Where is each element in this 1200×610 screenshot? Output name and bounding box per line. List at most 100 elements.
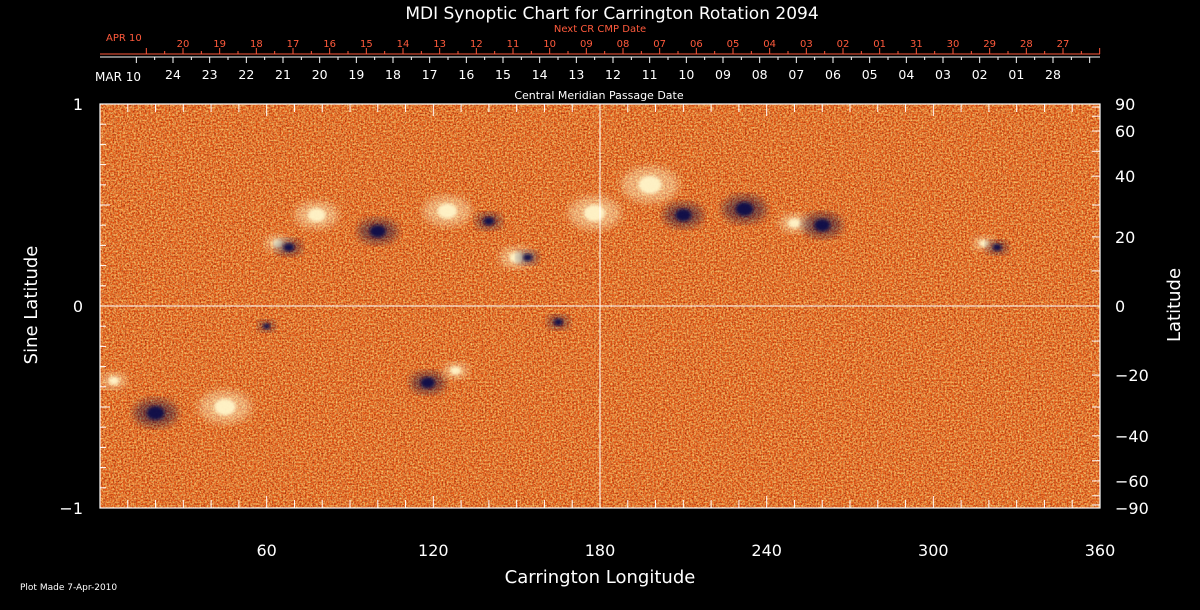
x-axis: 60 120 180 240 300 360 [127, 104, 1116, 560]
date-label: 16 [323, 39, 336, 50]
region-core [283, 243, 295, 252]
y-axis-right: 90 60 40 20 0 −20 −40 −60 −90 [1092, 95, 1149, 518]
region-negative [516, 250, 539, 265]
region-positive [568, 196, 621, 230]
date-label: 22 [238, 67, 254, 82]
region-core [638, 175, 662, 194]
region-core [992, 243, 1002, 251]
region-core [675, 208, 692, 222]
y-axis-left: 1 0 −1 [59, 95, 110, 518]
region-negative [275, 239, 303, 256]
lat-tick-label: 40 [1115, 167, 1135, 186]
date-label: 08 [617, 39, 630, 50]
region-negative [475, 212, 503, 230]
x-axis-label: Carrington Longitude [505, 567, 696, 588]
date-label: 20 [177, 39, 190, 50]
region-core [214, 398, 236, 416]
date-label: 05 [862, 67, 878, 82]
region-core [450, 366, 461, 375]
cmp-axis: 24 23 22 21 20 19 18 17 16 15 14 13 12 11 10 09 08 07 06 05… [100, 56, 1100, 82]
lat-tick-label: 60 [1115, 122, 1135, 141]
region-core [263, 323, 271, 330]
region-positive [198, 390, 252, 424]
region-core [788, 218, 801, 229]
region-positive [779, 213, 810, 233]
date-label: 24 [165, 67, 181, 82]
chart-title: MDI Synoptic Chart for Carrington Rotati… [405, 4, 818, 24]
region-core [483, 216, 495, 226]
date-label: 28 [1045, 67, 1061, 82]
x-tick-label: 120 [418, 541, 449, 560]
date-label: 03 [800, 39, 813, 50]
date-label: 09 [715, 67, 731, 82]
lat-tick-label: 0 [1115, 297, 1125, 316]
date-label: 31 [910, 39, 923, 50]
x-tick-label: 180 [585, 541, 616, 560]
date-label: 02 [837, 39, 850, 50]
date-label: 17 [287, 39, 300, 50]
lat-tick-label: 20 [1115, 228, 1135, 247]
region-core [978, 239, 988, 247]
date-label: 06 [690, 39, 703, 50]
plot-made-note: Plot Made 7-Apr-2010 [20, 583, 117, 593]
date-label: 11 [642, 67, 658, 82]
date-label: 01 [873, 39, 886, 50]
date-label: 07 [788, 67, 804, 82]
region-positive [423, 195, 472, 227]
y-tick-label: −1 [59, 499, 83, 518]
region-core [735, 202, 754, 217]
region-core [814, 218, 831, 232]
date-label: 05 [727, 39, 740, 50]
date-label: 11 [507, 39, 520, 50]
region-negative [547, 315, 570, 330]
region-positive [294, 201, 339, 230]
cmp-start-label: MAR 10 [95, 70, 141, 84]
region-core [108, 376, 120, 385]
date-label: 14 [532, 67, 548, 82]
x-tick-label: 360 [1085, 541, 1116, 560]
date-label: 20 [312, 67, 328, 82]
date-label: 06 [825, 67, 841, 82]
date-label: 17 [422, 67, 438, 82]
date-label: 19 [348, 67, 364, 82]
date-label: 19 [213, 39, 226, 50]
lat-tick-label: −90 [1115, 499, 1149, 518]
region-negative [663, 202, 704, 228]
date-label: 04 [898, 67, 914, 82]
date-label: 18 [385, 67, 401, 82]
region-core [523, 254, 533, 262]
x-tick-label: 60 [256, 541, 276, 560]
date-label: 09 [580, 39, 593, 50]
y-tick-label: 0 [73, 297, 83, 316]
region-core [307, 208, 326, 223]
region-negative [133, 399, 178, 428]
region-negative [802, 212, 843, 238]
region-core [369, 224, 386, 238]
date-label: 02 [972, 67, 988, 82]
next-cmp-start-label: APR 10 [106, 33, 142, 44]
date-label: 16 [458, 67, 474, 82]
region-positive [621, 166, 679, 203]
region-core [437, 203, 458, 219]
date-label: 12 [605, 67, 621, 82]
date-label: 29 [983, 39, 996, 50]
x-tick-label: 240 [751, 541, 782, 560]
y-axis-right-label: Latitude [1164, 268, 1185, 342]
date-label: 27 [1057, 39, 1070, 50]
date-label: 04 [763, 39, 776, 50]
date-label: 01 [1008, 67, 1024, 82]
next-cmp-title: Next CR CMP Date [554, 24, 646, 35]
region-core [583, 204, 606, 222]
lat-tick-label: −20 [1115, 366, 1149, 385]
date-label: 15 [495, 67, 511, 82]
region-positive [442, 362, 469, 380]
date-label: 13 [433, 39, 446, 50]
region-negative [357, 218, 398, 244]
cmp-axis-title: Central Meridian Passage Date [514, 89, 683, 102]
y-axis-left-label: Sine Latitude [21, 246, 42, 365]
active-regions [100, 166, 1009, 428]
region-core [146, 406, 165, 421]
region-negative [722, 195, 767, 224]
date-label: 12 [470, 39, 483, 50]
date-label: 18 [250, 39, 263, 50]
